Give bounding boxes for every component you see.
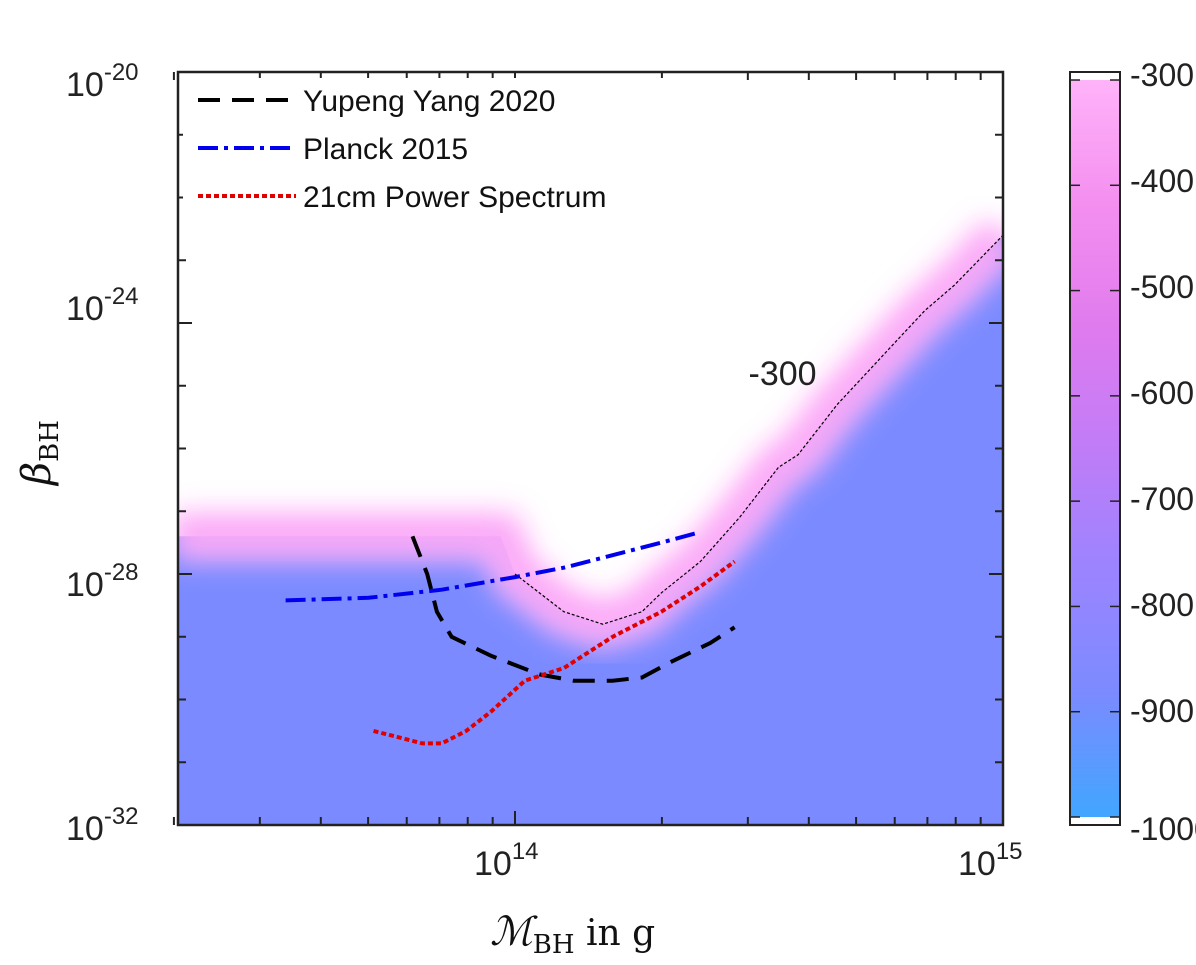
legend-label-21cm: 21cm Power Spectrum	[303, 181, 606, 214]
colorbar-tick-label: -500	[1130, 269, 1194, 305]
contour-label: -300	[749, 355, 817, 393]
colorbar-tick-label: -300	[1130, 57, 1194, 93]
colorbar: -300 -400 -500 -600 -700 -800 -900 -1000	[1069, 57, 1196, 847]
legend: Yupeng Yang 2020 Planck 2015 21cm Power …	[183, 78, 683, 228]
y-tick-label: 10-20	[66, 59, 139, 104]
legend-background	[183, 78, 683, 228]
x-tick-label: 1014	[474, 838, 539, 883]
legend-label-planck: Planck 2015	[303, 133, 468, 166]
plot-area: -300	[178, 218, 1003, 825]
colorbar-ticks	[1070, 79, 1120, 818]
contour-line-300	[514, 234, 1003, 625]
colorbar-tick-label: -900	[1130, 693, 1194, 729]
series-layer	[285, 530, 736, 746]
x-tick-labels: 1014 1015	[474, 838, 1023, 883]
tick-marks	[172, 71, 1003, 826]
y-axis-label: βBH	[14, 420, 65, 487]
colorbar-tick-label: -800	[1130, 587, 1194, 623]
colorbar-tick-label: -400	[1130, 163, 1194, 199]
x-axis-label: ℳBH in g	[490, 909, 655, 960]
colorbar-tick-label: -1000	[1130, 811, 1196, 847]
legend-label-yang: Yupeng Yang 2020	[303, 85, 555, 118]
series-line-0	[410, 535, 736, 683]
series-line-1	[285, 530, 701, 603]
x-tick-label: 1015	[958, 838, 1023, 883]
colorbar-fill	[1071, 80, 1119, 817]
y-tick-label: 10-28	[66, 559, 139, 604]
y-tick-label: 10-32	[66, 803, 139, 848]
colorbar-tick-label: -700	[1130, 481, 1194, 517]
y-tick-label: 10-24	[66, 283, 139, 328]
colorbar-tick-label: -600	[1130, 375, 1194, 411]
y-tick-labels: 10-20 10-24 10-28 10-32	[66, 59, 139, 848]
constraint-region	[178, 235, 1003, 825]
